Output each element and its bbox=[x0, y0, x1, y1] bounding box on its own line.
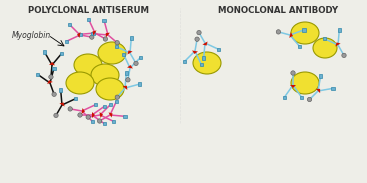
Text: POLYCLONAL ANTISERUM: POLYCLONAL ANTISERUM bbox=[28, 6, 149, 15]
Ellipse shape bbox=[313, 38, 337, 58]
Bar bbox=[319, 74, 322, 78]
Bar bbox=[338, 28, 341, 32]
Bar bbox=[323, 37, 326, 40]
Polygon shape bbox=[81, 108, 85, 114]
Bar bbox=[91, 32, 95, 36]
Ellipse shape bbox=[193, 52, 221, 74]
Bar bbox=[102, 19, 106, 22]
Bar bbox=[300, 96, 304, 99]
Circle shape bbox=[195, 37, 199, 41]
Circle shape bbox=[78, 113, 82, 117]
Polygon shape bbox=[127, 65, 133, 68]
Bar bbox=[91, 120, 94, 123]
Bar bbox=[52, 67, 56, 70]
Bar bbox=[217, 48, 220, 51]
Polygon shape bbox=[109, 112, 113, 118]
Polygon shape bbox=[106, 33, 110, 37]
Bar bbox=[112, 119, 115, 123]
Ellipse shape bbox=[291, 72, 319, 94]
Bar bbox=[200, 63, 203, 66]
Bar bbox=[115, 45, 118, 48]
Bar bbox=[122, 53, 126, 56]
Bar bbox=[78, 33, 82, 36]
Circle shape bbox=[276, 30, 281, 34]
Polygon shape bbox=[335, 42, 341, 46]
Bar bbox=[331, 87, 335, 90]
Circle shape bbox=[90, 35, 94, 39]
Bar bbox=[202, 56, 206, 60]
Circle shape bbox=[86, 115, 90, 119]
Ellipse shape bbox=[91, 64, 119, 86]
Circle shape bbox=[54, 113, 58, 118]
Ellipse shape bbox=[291, 22, 319, 44]
Polygon shape bbox=[92, 112, 95, 118]
Circle shape bbox=[49, 75, 53, 79]
Circle shape bbox=[97, 119, 102, 123]
Circle shape bbox=[115, 95, 120, 99]
Bar bbox=[183, 60, 186, 63]
Bar bbox=[87, 18, 90, 21]
Circle shape bbox=[103, 37, 108, 41]
Circle shape bbox=[115, 40, 119, 45]
Polygon shape bbox=[92, 30, 97, 36]
Bar bbox=[138, 82, 141, 86]
Polygon shape bbox=[77, 32, 80, 38]
Bar bbox=[109, 103, 112, 106]
Bar bbox=[59, 88, 62, 92]
Circle shape bbox=[52, 92, 56, 96]
Circle shape bbox=[291, 71, 295, 75]
Bar bbox=[102, 122, 106, 125]
Polygon shape bbox=[99, 112, 103, 118]
Bar bbox=[115, 100, 118, 103]
Polygon shape bbox=[203, 42, 208, 46]
Bar bbox=[298, 45, 301, 48]
Circle shape bbox=[307, 97, 312, 102]
Bar bbox=[302, 28, 306, 32]
Ellipse shape bbox=[74, 54, 102, 76]
Polygon shape bbox=[123, 86, 127, 90]
Circle shape bbox=[197, 30, 201, 35]
Circle shape bbox=[68, 107, 72, 111]
Circle shape bbox=[126, 78, 130, 82]
Polygon shape bbox=[316, 89, 320, 93]
Bar bbox=[36, 73, 40, 76]
Text: MONOCLONAL ANTIBODY: MONOCLONAL ANTIBODY bbox=[218, 6, 338, 15]
Ellipse shape bbox=[98, 42, 126, 64]
Polygon shape bbox=[192, 51, 198, 54]
Bar bbox=[65, 40, 68, 43]
Bar bbox=[74, 97, 77, 100]
Polygon shape bbox=[59, 102, 65, 107]
Ellipse shape bbox=[66, 72, 94, 94]
Bar bbox=[43, 50, 46, 54]
Bar bbox=[283, 96, 286, 99]
Bar bbox=[60, 52, 63, 55]
Text: Myoglobin: Myoglobin bbox=[12, 31, 51, 40]
Circle shape bbox=[134, 61, 138, 66]
Polygon shape bbox=[49, 62, 55, 65]
Bar bbox=[130, 36, 133, 40]
Polygon shape bbox=[127, 50, 132, 55]
Bar bbox=[68, 23, 71, 26]
Polygon shape bbox=[289, 32, 293, 38]
Ellipse shape bbox=[96, 78, 124, 100]
Bar bbox=[94, 103, 97, 106]
Polygon shape bbox=[290, 85, 296, 88]
Bar bbox=[139, 56, 142, 59]
Polygon shape bbox=[47, 80, 53, 84]
Circle shape bbox=[342, 53, 346, 58]
Bar bbox=[123, 115, 127, 118]
Bar bbox=[102, 105, 106, 108]
Bar bbox=[124, 71, 128, 75]
